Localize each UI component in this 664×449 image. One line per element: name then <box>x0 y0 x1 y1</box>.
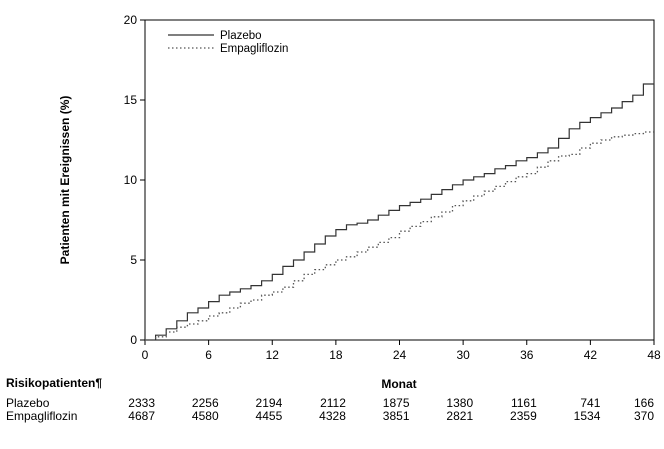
x-axis-title: Monat <box>381 377 416 391</box>
risk-cell: 166 <box>633 396 654 410</box>
x-tick-label: 42 <box>584 348 598 362</box>
x-tick-label: 18 <box>329 348 343 362</box>
risk-cell: 4455 <box>255 409 283 423</box>
risk-cell: 2112 <box>320 396 346 410</box>
risk-cell: 3851 <box>382 409 410 423</box>
legend-label-empagliflozin: Empagliflozin <box>220 43 288 55</box>
risk-cell: 4580 <box>191 409 219 423</box>
y-tick-label: 5 <box>130 253 137 267</box>
x-tick-label: 30 <box>456 348 470 362</box>
risk-cell: 2194 <box>255 396 283 410</box>
y-tick-label: 15 <box>124 93 138 107</box>
risk-cell: 741 <box>580 396 601 410</box>
series-line-empagliflozin <box>145 131 654 341</box>
x-tick-label: 6 <box>205 348 212 362</box>
risk-cell: 2333 <box>128 396 155 410</box>
x-tick-label: 48 <box>647 348 661 362</box>
y-axis-title: Patienten mit Ereignissen (%) <box>58 96 72 265</box>
x-tick-label: 24 <box>393 348 407 362</box>
risk-table-title: Risikopatienten¶ <box>6 376 103 390</box>
x-tick-label: 0 <box>142 348 149 362</box>
risk-cell: 1534 <box>573 409 601 423</box>
y-tick-label: 20 <box>124 13 138 27</box>
risk-cell: 370 <box>633 409 654 423</box>
risk-cell: 2359 <box>510 409 537 423</box>
risk-cell: 2821 <box>446 409 474 423</box>
risk-cell: 1161 <box>510 396 537 410</box>
risk-cell: 1875 <box>382 396 410 410</box>
risk-cell: 4328 <box>319 409 346 423</box>
y-tick-label: 0 <box>130 333 137 347</box>
x-tick-label: 36 <box>520 348 534 362</box>
legend-label-plazebo: Plazebo <box>220 30 262 42</box>
risk-cell: 4687 <box>128 409 155 423</box>
risk-row-label: Plazebo <box>6 396 50 410</box>
risk-row-label: Empagliflozin <box>6 409 78 423</box>
plot-frame <box>144 19 655 341</box>
risk-cell: 2256 <box>191 396 219 410</box>
series-layer <box>145 79 655 341</box>
axes: 0 6 12 18 24 30 36 42 48 0 5 10 15 20 <box>124 13 661 362</box>
x-tick-label: 12 <box>266 348 280 362</box>
series-line-plazebo <box>145 79 655 341</box>
risk-cell: 1380 <box>446 396 474 410</box>
y-tick-label: 10 <box>124 173 138 187</box>
